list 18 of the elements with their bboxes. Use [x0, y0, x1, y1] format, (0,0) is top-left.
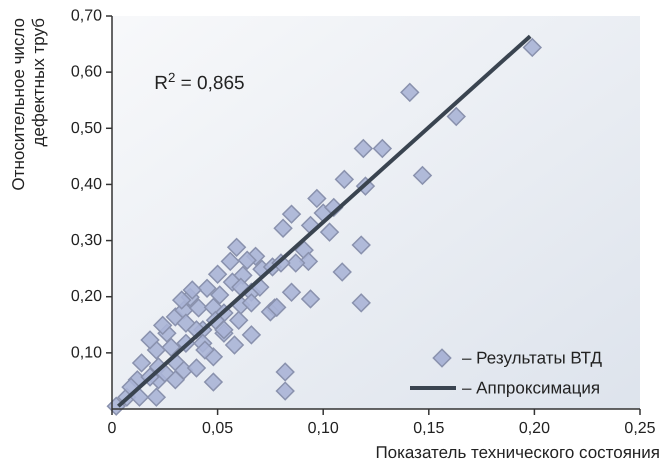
x-tick-label: 0: [108, 420, 117, 437]
y-tick-label: 0,70: [70, 8, 102, 24]
y-tick-label: 0,10: [70, 344, 102, 362]
x-tick-label: 0,10: [308, 420, 339, 437]
y-tick-label: 0,40: [70, 176, 102, 193]
x-tick-label: 0,20: [518, 420, 550, 437]
y-tick-label: 0,60: [70, 64, 102, 81]
y-tick-label: 0,20: [70, 288, 102, 306]
x-tick-label: 0,25: [624, 420, 656, 437]
y-tick-label: 0,30: [70, 232, 102, 250]
annotation: R$^{2}$ = 0,865: [154, 69, 245, 94]
legend-label: – Результаты ВТД: [462, 348, 602, 368]
legend-label: – Аппроксимация: [462, 378, 600, 398]
x-axis-title: Показатель технического состояния: [375, 443, 660, 462]
x-tick-label: 0,05: [202, 420, 234, 437]
y-tick-label: 0,50: [70, 120, 102, 137]
y-axis-title: Относительное число дефектных труб: [9, 18, 48, 191]
x-tick-label: 0,15: [413, 420, 444, 437]
